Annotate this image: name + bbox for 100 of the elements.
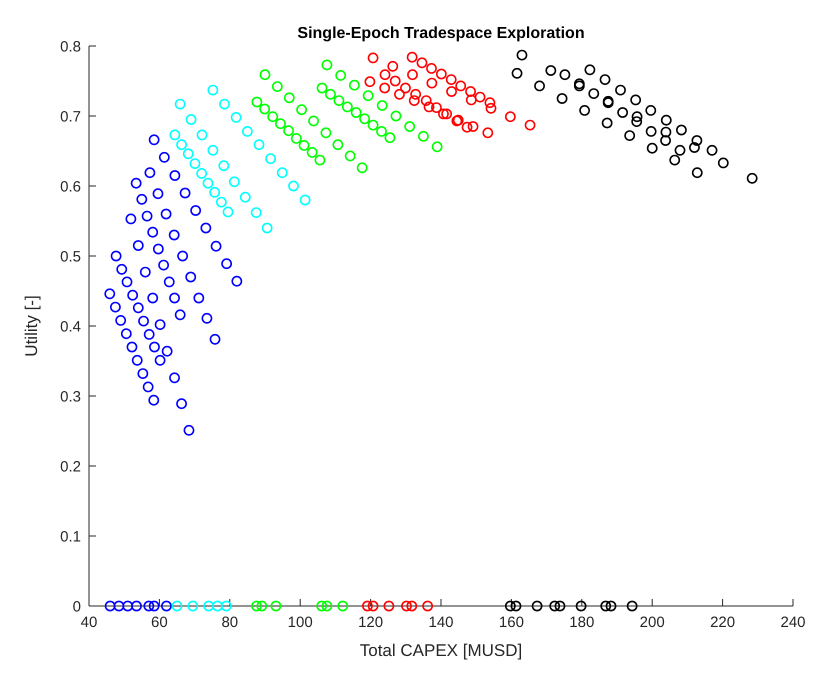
point (602, 118, 613, 128)
point (660, 135, 671, 146)
point (242, 126, 253, 137)
x-tick-label: 240 (780, 614, 806, 631)
point (446, 74, 457, 85)
point (407, 69, 418, 80)
point (416, 57, 428, 68)
point (692, 135, 702, 146)
x-tick-label: 200 (640, 614, 665, 631)
point (384, 132, 396, 144)
point (208, 144, 218, 156)
point (420, 95, 432, 106)
point (362, 90, 374, 102)
point (465, 86, 476, 97)
point (410, 88, 422, 100)
point (387, 60, 398, 72)
point (356, 162, 368, 174)
y-tick-label: 0.6 (60, 178, 81, 196)
y-axis-title: Utility [-] (22, 295, 41, 357)
x-tick-label: 60 (151, 614, 168, 631)
point (462, 122, 472, 133)
point (390, 110, 402, 122)
point (376, 100, 388, 111)
point (306, 147, 318, 158)
point (418, 130, 429, 142)
point (218, 160, 230, 172)
point (669, 154, 680, 166)
point (424, 102, 434, 112)
point (222, 206, 234, 218)
y-tick-label: 0.7 (60, 108, 81, 126)
point (262, 222, 273, 234)
point (532, 600, 542, 612)
point (251, 600, 262, 612)
point (630, 94, 642, 106)
x-tick-label: 40 (80, 614, 98, 631)
y-tick-label: 0.1 (60, 528, 81, 546)
chart-title: Single-Epoch Tradespace Exploration (297, 25, 585, 42)
point (401, 600, 412, 612)
point (617, 107, 628, 118)
point (344, 150, 356, 162)
point (228, 176, 240, 188)
point (368, 52, 378, 64)
point (196, 168, 208, 179)
point (250, 207, 262, 218)
point (516, 50, 528, 60)
point (400, 82, 411, 94)
point (196, 130, 208, 140)
point (350, 107, 362, 118)
point (474, 92, 486, 102)
point (646, 142, 658, 154)
y-tick-label: 0 (72, 598, 81, 616)
point (554, 600, 566, 612)
point (676, 124, 687, 136)
point (706, 144, 718, 156)
point (510, 600, 522, 612)
point (556, 93, 568, 104)
point (615, 84, 626, 96)
point (308, 116, 319, 126)
point (390, 76, 401, 86)
y-tick-label: 0.4 (60, 318, 81, 336)
y-tick-label: 0.2 (60, 458, 81, 476)
point (169, 130, 180, 140)
point (230, 112, 242, 123)
point (422, 600, 434, 612)
point (288, 180, 299, 192)
point (600, 74, 610, 85)
point (332, 139, 344, 150)
point (660, 126, 672, 138)
point (283, 125, 294, 136)
point (584, 64, 596, 76)
point (624, 130, 636, 141)
point (219, 98, 230, 110)
x-tick-label: 160 (498, 614, 524, 631)
point (524, 120, 536, 130)
point (588, 88, 600, 99)
x-tick-label: 180 (569, 614, 594, 631)
x-tick-label: 220 (710, 614, 736, 631)
point (240, 192, 251, 203)
point (438, 108, 449, 120)
point (746, 172, 758, 184)
point (406, 600, 418, 612)
point (174, 98, 186, 110)
point (674, 144, 686, 156)
point (560, 69, 570, 80)
point (432, 141, 443, 152)
point (626, 600, 638, 612)
point (172, 600, 182, 612)
point (404, 121, 416, 132)
point (314, 154, 326, 166)
point (436, 68, 447, 80)
point (446, 86, 457, 97)
point (660, 114, 672, 126)
point (322, 60, 332, 70)
point (316, 600, 328, 612)
point (265, 153, 276, 164)
y-tick-label: 0.3 (60, 388, 81, 406)
point (186, 114, 196, 125)
point (337, 600, 348, 612)
point (718, 158, 729, 168)
point (359, 113, 370, 124)
